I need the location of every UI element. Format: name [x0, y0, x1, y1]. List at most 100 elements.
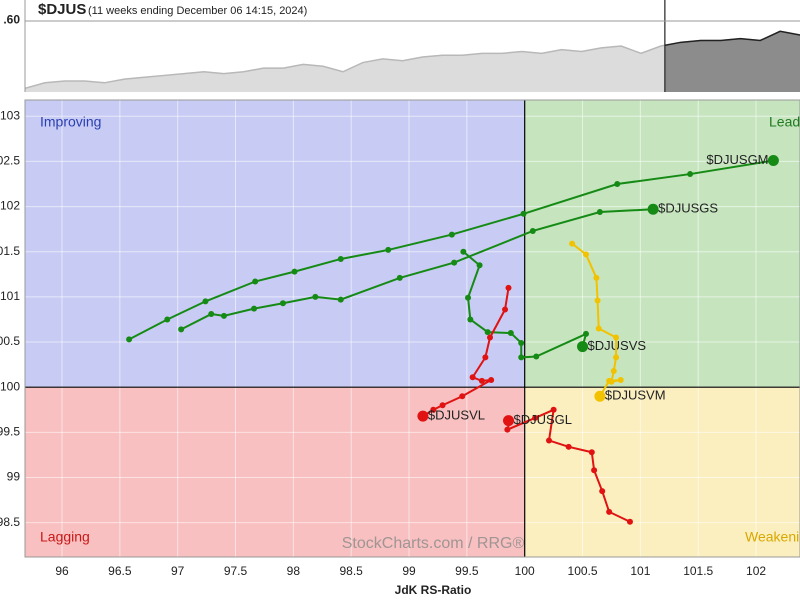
- tail-point: [595, 325, 602, 332]
- x-axis-title: JdK RS-Ratio: [395, 583, 472, 597]
- tail-point: [545, 437, 552, 444]
- tail-point: [279, 300, 286, 307]
- quadrant-label: Improving: [40, 114, 101, 130]
- x-tick-label: 100: [515, 564, 535, 578]
- tail-point: [594, 297, 601, 304]
- series-label: $DJUSGS: [658, 201, 718, 216]
- tail-point: [626, 518, 633, 525]
- tail-point: [220, 312, 227, 319]
- y-tick-label: 100.5: [0, 334, 20, 348]
- watermark: StockCharts.com / RRG®: [342, 535, 525, 552]
- price-line-recent: [664, 30, 800, 47]
- tail-point: [202, 298, 209, 305]
- tail-point: [460, 248, 467, 255]
- tail-point: [583, 330, 590, 337]
- y-tick-label: 100: [0, 379, 20, 393]
- x-tick-label: 97: [171, 564, 185, 578]
- x-tick-label: 102: [746, 564, 766, 578]
- tail-point: [687, 171, 694, 178]
- quadrant-label: Leading: [769, 114, 800, 130]
- tail-point: [518, 354, 525, 361]
- y-tick-label: 99.5: [0, 425, 20, 439]
- tail-point: [606, 508, 613, 515]
- tail-point: [439, 402, 446, 409]
- plot-border: [24, 99, 800, 558]
- series-label: $DJUSVM: [605, 388, 666, 403]
- tail-point: [252, 278, 259, 285]
- head-point: [767, 155, 779, 167]
- x-tick-label: 101.5: [683, 564, 713, 578]
- head-point: [594, 390, 606, 402]
- tail-point: [529, 227, 536, 234]
- tail-point: [178, 326, 185, 333]
- y-tick-label: 101: [0, 289, 20, 303]
- tail-point: [520, 210, 527, 217]
- quadrant: [524, 387, 800, 557]
- tail-point: [518, 339, 525, 346]
- tail-point: [588, 449, 595, 456]
- tail-point: [502, 306, 509, 313]
- tail-point: [469, 374, 476, 381]
- shade-group: [664, 30, 800, 92]
- tail-point: [385, 246, 392, 253]
- tail-point: [396, 274, 403, 281]
- x-tick-label: 98: [287, 564, 301, 578]
- tail-point: [507, 330, 514, 337]
- tail-point: [583, 251, 590, 258]
- tail-point: [467, 316, 474, 323]
- tail-point: [448, 231, 455, 238]
- x-tick-label: 98.5: [340, 564, 364, 578]
- price-area-recent: [664, 31, 800, 92]
- tail-point: [596, 208, 603, 215]
- quadrant: [25, 387, 525, 557]
- tail-point: [337, 296, 344, 303]
- series-label: $DJUSGM: [706, 152, 768, 167]
- price-area: [25, 31, 800, 93]
- x-tick-label: 101: [630, 564, 650, 578]
- tail-point: [565, 443, 572, 450]
- x-tick-label: 96: [55, 564, 69, 578]
- y-tick-label: 102: [0, 199, 20, 213]
- tail-point: [251, 305, 258, 312]
- tail-point: [591, 467, 598, 474]
- tail-point: [478, 377, 485, 384]
- tail-point: [550, 406, 557, 413]
- y-tick-label: 101.5: [0, 244, 20, 258]
- chart-subtitle: (11 weeks ending December 06 14:15, 2024…: [88, 5, 307, 17]
- y-tick-label: 102.5: [0, 154, 20, 168]
- tail-point: [617, 376, 624, 383]
- quadrant-label: Weakening: [745, 529, 800, 545]
- y-tick-label: 98.5: [0, 515, 20, 529]
- head-point: [577, 341, 589, 353]
- y-tick-label: 99: [7, 470, 21, 484]
- tail-point: [337, 255, 344, 262]
- tail-point: [569, 240, 576, 247]
- x-tick-label: 99: [402, 564, 416, 578]
- quadrant-label: Lagging: [40, 529, 90, 545]
- tail-point: [532, 414, 539, 421]
- tail-point: [476, 262, 483, 269]
- tail-point: [488, 376, 495, 383]
- tail-point: [459, 393, 466, 400]
- tail-line: [128, 159, 774, 341]
- x-tick-label: 100.5: [568, 564, 598, 578]
- tail-point: [610, 367, 617, 374]
- tail-point: [505, 284, 512, 291]
- tail-point: [614, 180, 621, 187]
- head-point: [503, 415, 515, 427]
- tail-point: [164, 316, 171, 323]
- head-point: [647, 203, 659, 215]
- quadrant: [524, 100, 800, 388]
- tail-point: [504, 426, 511, 433]
- tail-point: [484, 329, 491, 336]
- tail-point: [599, 488, 606, 495]
- tail-point: [208, 311, 215, 318]
- quadrant: [25, 100, 525, 388]
- series-label: $DJUSVL: [428, 408, 485, 423]
- tail-point: [593, 274, 600, 281]
- x-tick-label: 96.5: [108, 564, 132, 578]
- x-tick-label: 99.5: [455, 564, 479, 578]
- chart-title: $DJUS: [38, 1, 86, 18]
- tail-point: [312, 293, 319, 300]
- tail-point: [291, 268, 298, 275]
